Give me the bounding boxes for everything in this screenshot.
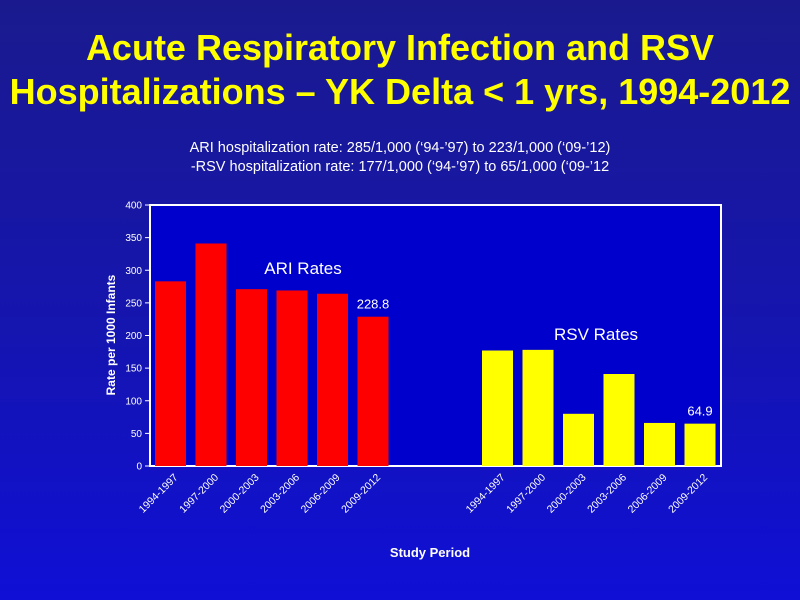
rsv-data-label: 64.9: [687, 404, 712, 419]
y-axis-label: Rate per 1000 Infants: [104, 274, 118, 395]
y-tick-label: 400: [125, 201, 142, 212]
rsv-bar: [522, 349, 554, 466]
rsv-bar: [603, 373, 635, 466]
y-tick-label: 350: [125, 233, 142, 244]
slide-subtitle: ARI hospitalization rate: 285/1,000 (‘94…: [0, 139, 800, 177]
x-tick-label: 1997-2000: [177, 472, 221, 516]
subtitle-line-2: -RSV hospitalization rate: 177/1,000 (‘9…: [190, 159, 610, 175]
title-line-1: Acute Respiratory Infection and RSV: [85, 27, 715, 68]
ari-bar: [276, 290, 308, 466]
ari-bar: [236, 289, 267, 466]
y-tick-label: 300: [125, 266, 142, 277]
y-tick-label: 50: [131, 429, 143, 440]
x-tick-label: 1994-1997: [137, 472, 181, 516]
slide-title: Acute Respiratory Infection and RSV Hosp…: [0, 26, 800, 114]
x-tick-label: 2009-2012: [666, 472, 710, 516]
y-tick-label: 200: [125, 331, 142, 342]
x-tick-label: 2003-2006: [585, 472, 629, 516]
y-tick-label: 250: [125, 298, 142, 309]
ari-bar: [155, 281, 186, 466]
x-tick-label: 1994-1997: [464, 472, 508, 516]
y-tick-label: 0: [136, 462, 142, 473]
ari-data-label: 228.8: [357, 297, 390, 312]
rsv-bar: [482, 350, 513, 466]
ari-bar: [357, 316, 389, 466]
x-axis-label: Study Period: [390, 545, 470, 560]
x-tick-label: 2000-2003: [545, 472, 589, 516]
ari-bar: [195, 243, 227, 466]
x-tick-label: 2006-2009: [299, 472, 343, 516]
x-tick-label: 2003-2006: [258, 472, 302, 516]
x-tick-label: 1997-2000: [504, 472, 548, 516]
ari-bar: [317, 293, 348, 466]
title-line-2: Hospitalizations – YK Delta < 1 yrs, 199…: [9, 71, 791, 112]
x-tick-label: 2009-2012: [339, 472, 383, 516]
subtitle-line-1: ARI hospitalization rate: 285/1,000 (‘94…: [189, 140, 611, 156]
rsv-bar: [563, 413, 594, 466]
x-tick-label: 2000-2003: [218, 472, 262, 516]
y-tick-label: 100: [125, 396, 142, 407]
ari-series-label: ARI Rates: [264, 259, 341, 278]
x-tick-label: 2006-2009: [626, 472, 670, 516]
y-tick-label: 150: [125, 364, 142, 375]
rsv-series-label: RSV Rates: [554, 325, 638, 344]
rsv-bar: [684, 423, 716, 466]
rsv-bar: [644, 422, 675, 466]
